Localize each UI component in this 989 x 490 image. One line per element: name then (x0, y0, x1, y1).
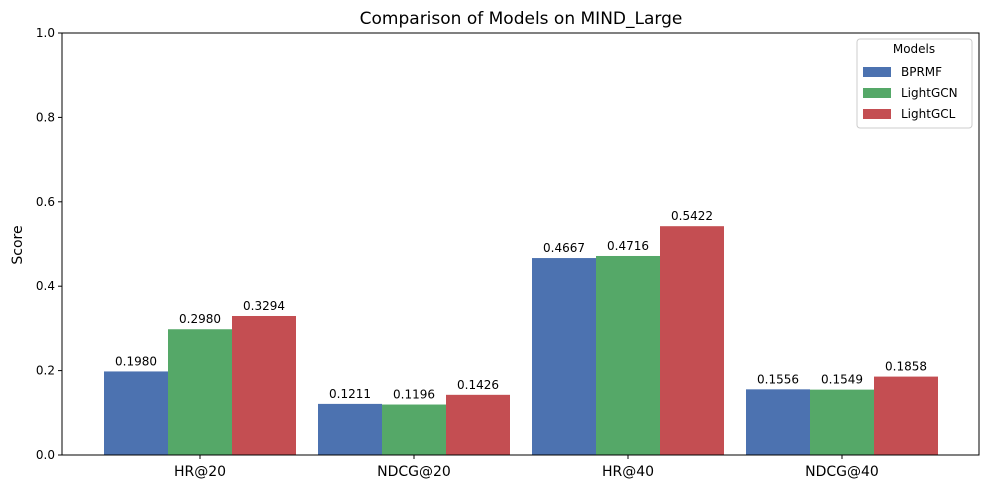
bar-value-label: 0.5422 (671, 209, 713, 223)
plot-frame (61, 32, 980, 456)
bar-value-label: 0.1549 (821, 373, 863, 387)
legend-swatch-bprmf (863, 67, 891, 77)
bar-bprmf-ndcg-40 (746, 389, 810, 455)
bar-bprmf-ndcg-20 (318, 403, 382, 455)
bar-bprmf-hr-20 (104, 371, 168, 455)
bar-lightgcn-ndcg-20 (382, 404, 446, 455)
bar-value-label: 0.1211 (329, 387, 371, 401)
bar-lightgcl-ndcg-20 (446, 394, 510, 455)
x-tick-label: NDCG@20 (377, 464, 451, 480)
bar-value-label: 0.1556 (757, 372, 799, 386)
x-tick-label: HR@20 (174, 464, 226, 480)
y-tick-label: 0.2 (36, 364, 55, 378)
y-tick-label: 1.0 (36, 26, 55, 40)
bars-group (104, 226, 938, 455)
legend-box (856, 38, 973, 129)
y-tick-label: 0.6 (36, 195, 55, 209)
bar-lightgcn-hr-40 (596, 255, 660, 455)
legend-label-bprmf: BPRMF (901, 65, 942, 79)
x-tick-label: NDCG@40 (805, 464, 879, 480)
bar-value-label: 0.4716 (607, 239, 649, 253)
bar-value-label: 0.4667 (543, 241, 585, 255)
legend-swatch-lightgcl (863, 109, 891, 119)
bar-bprmf-hr-40 (532, 258, 596, 455)
bar-lightgcn-ndcg-40 (810, 389, 874, 455)
bar-value-label: 0.3294 (243, 299, 285, 313)
bar-value-label: 0.1196 (393, 388, 435, 402)
bar-value-label: 0.1426 (457, 378, 499, 392)
y-tick-label: 0.8 (36, 110, 55, 124)
legend-label-lightgcl: LightGCL (901, 107, 956, 121)
legend-title: Models (893, 42, 935, 56)
bar-lightgcl-hr-40 (660, 226, 724, 455)
legend-swatch-lightgcn (863, 88, 891, 98)
chart-title: Comparison of Models on MIND_Large (360, 9, 683, 29)
bar-value-label: 0.1980 (115, 354, 157, 368)
legend-label-lightgcn: LightGCN (901, 86, 958, 100)
x-axis: HR@20 NDCG@20 HR@40 NDCG@40 (174, 455, 879, 480)
bar-lightgcl-ndcg-40 (874, 376, 938, 455)
y-tick-label: 0.0 (36, 448, 55, 462)
data-labels-group: 0.1980 0.2980 0.3294 0.1211 0.1196 0.1426 0.46… (115, 209, 927, 401)
x-tick-label: HR@40 (602, 464, 654, 480)
bar-lightgcn-hr-20 (168, 329, 232, 455)
y-axis-label: Score (10, 225, 26, 264)
bar-value-label: 0.2980 (179, 312, 221, 326)
bar-value-label: 0.1858 (885, 360, 927, 374)
bar-lightgcl-hr-20 (232, 315, 296, 455)
legend: Models BPRMF LightGCN LightGCL (856, 38, 973, 129)
y-axis: 0.0 0.2 0.4 0.6 0.8 1.0 (36, 26, 62, 462)
y-tick-label: 0.4 (36, 279, 55, 293)
